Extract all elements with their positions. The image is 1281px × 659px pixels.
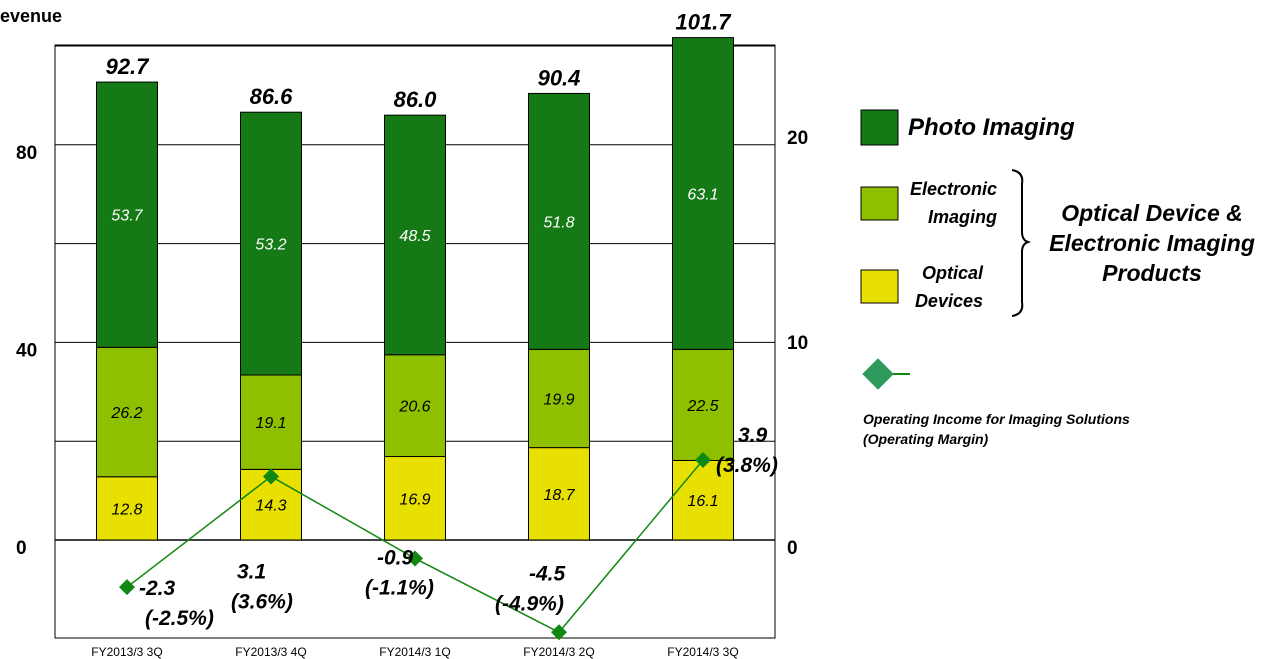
legend-group-brace [1011, 169, 1032, 317]
bar-segment-optical-devices [384, 456, 446, 541]
labels: 0 40 80 0 10 20 12.8 26.2 53.7 92.7 FY2013/3 3Q 14.… [16, 10, 808, 659]
legend-label-electronic-line2: Imaging [928, 207, 997, 227]
operating-income-line [119, 452, 711, 641]
segment-value-label: 53.7 [111, 208, 143, 225]
y-axis-tick-label: 80 [16, 143, 37, 164]
legend-label-operating-income: Operating Income for Imaging Solutions [863, 411, 1130, 427]
bar-segment-photo-imaging [528, 92, 590, 350]
bar-total-label: 101.7 [675, 10, 732, 35]
y-axis-tick-label: 40 [16, 340, 37, 361]
bars [96, 37, 734, 541]
gridlines [54, 44, 776, 639]
segment-value-label: 12.8 [111, 501, 142, 518]
bar-segment-photo-imaging [672, 37, 734, 350]
bar-segment-electronic-imaging [96, 346, 158, 478]
bar-segment-electronic-imaging [528, 348, 590, 449]
x-axis-category-label: FY2013/3 3Q [91, 645, 162, 659]
legend: Photo Imaging Electronic Imaging Optical… [860, 109, 1255, 447]
operating-income-value-label: -4.5 [529, 562, 566, 585]
segment-value-label: 22.5 [686, 398, 718, 415]
segment-value-label: 14.3 [255, 498, 286, 515]
legend-label-operating-margin: (Operating Margin) [863, 431, 989, 447]
operating-income-value-label: -0.9 [377, 546, 414, 569]
y-axis-tick-label: 0 [16, 538, 27, 559]
legend-group-line1: Optical Device & [1061, 200, 1243, 226]
operating-income-value-label: -2.3 [139, 577, 176, 600]
operating-income-marker [407, 550, 423, 567]
legend-swatch-optical-devices [860, 269, 899, 304]
segment-value-label: 16.9 [399, 491, 430, 508]
operating-margin-label: (-4.9%) [495, 592, 564, 615]
y2-axis-tick-label: 0 [787, 538, 798, 559]
bar-segment-electronic-imaging [672, 348, 734, 461]
operating-income-marker [263, 468, 279, 485]
plot-frame [54, 44, 776, 639]
legend-swatch-photo-imaging [860, 109, 899, 146]
segment-value-label: 20.6 [398, 399, 430, 416]
segment-value-label: 26.2 [110, 405, 142, 422]
operating-income-marker [695, 452, 711, 469]
bar-segment-electronic-imaging [384, 354, 446, 458]
operating-margin-label: (-1.1%) [365, 576, 434, 599]
operating-margin-label: (-2.5%) [145, 607, 214, 630]
operating-margin-label: (3.8%) [716, 454, 778, 477]
segment-value-label: 18.7 [543, 487, 575, 504]
legend-label-electronic-line1: Electronic [910, 179, 997, 199]
bar-segment-photo-imaging [384, 114, 446, 356]
legend-label-optical-line2: Devices [915, 291, 983, 311]
operating-income-value-label: 3.1 [237, 560, 266, 583]
bar-total-label: 90.4 [538, 65, 581, 90]
operating-margin-label: (3.6%) [231, 590, 293, 613]
bar-segment-photo-imaging [96, 81, 158, 348]
legend-group-line2: Electronic Imaging [1049, 230, 1255, 256]
operating-income-value-label: 3.9 [738, 424, 768, 447]
legend-group-line3: Products [1102, 260, 1202, 286]
operating-income-marker [551, 624, 567, 641]
x-axis-category-label: FY2014/3 3Q [667, 645, 738, 659]
bar-segment-optical-devices [672, 459, 734, 541]
y2-axis-tick-label: 20 [787, 128, 808, 149]
segment-value-label: 19.1 [255, 415, 286, 432]
segment-value-label: 48.5 [399, 228, 430, 245]
segment-value-label: 16.1 [687, 493, 718, 510]
legend-label-photo-imaging: Photo Imaging [908, 114, 1075, 141]
legend-label-optical-line1: Optical [922, 263, 984, 283]
bar-total-label: 86.6 [250, 84, 294, 109]
y-axis-title: evenue [0, 6, 62, 26]
segment-value-label: 19.9 [543, 391, 574, 408]
y2-axis-tick-label: 10 [787, 333, 808, 354]
bar-total-label: 86.0 [394, 87, 438, 112]
bar-total-label: 92.7 [106, 54, 151, 79]
legend-swatch-electronic-imaging [860, 186, 899, 221]
legend-diamond-marker [862, 358, 894, 390]
bar-segment-optical-devices [528, 447, 590, 541]
segment-value-label: 63.1 [687, 186, 718, 203]
x-axis-category-label: FY2014/3 2Q [523, 645, 594, 659]
segment-value-label: 51.8 [543, 214, 574, 231]
operating-income-marker [119, 579, 135, 596]
segment-value-label: 53.2 [255, 237, 286, 254]
x-axis-category-label: FY2013/3 4Q [235, 645, 306, 659]
bar-segment-photo-imaging [240, 111, 302, 376]
x-axis-category-label: FY2014/3 1Q [379, 645, 450, 659]
